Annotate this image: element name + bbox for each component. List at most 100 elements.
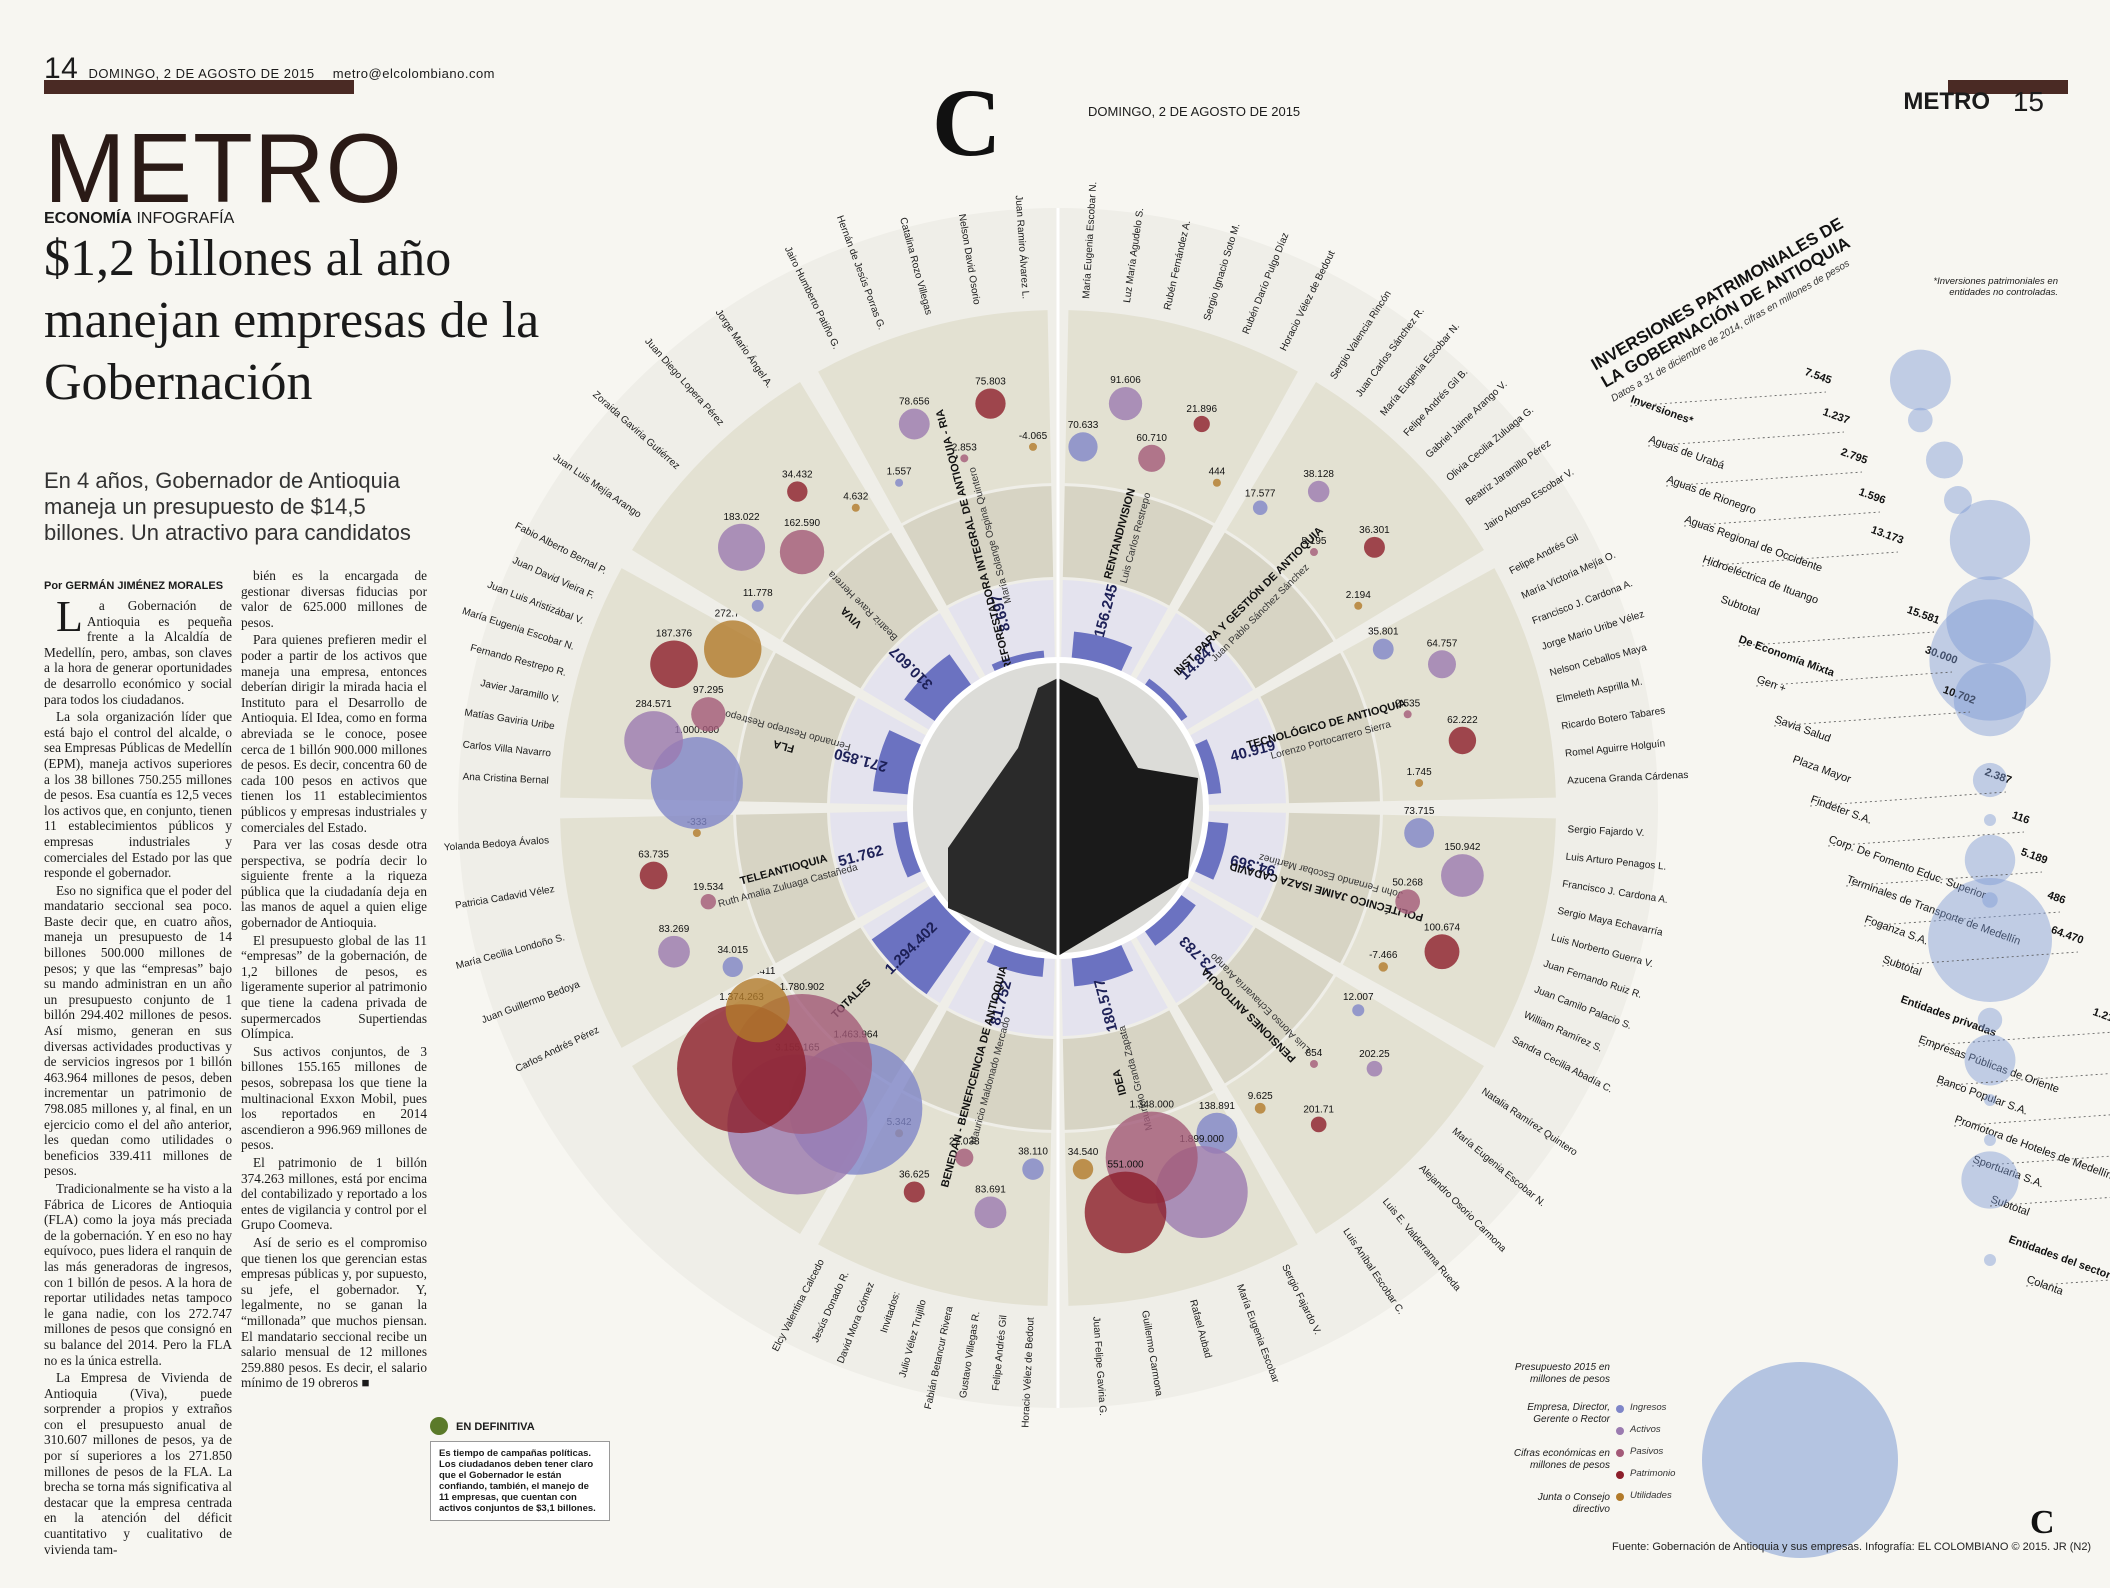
investment-bubble	[1964, 1034, 2016, 1086]
board-member: Guillermo Carmona	[1139, 1310, 1164, 1398]
figure-label: -4.065	[1019, 431, 1048, 442]
investment-row-label: Findeter S.A.	[1809, 794, 1873, 827]
board-member: Sergio Maya Echavarría	[1556, 906, 1664, 939]
board-member: Julio Vélez Trujillo	[898, 1298, 929, 1379]
manager-sector	[736, 652, 856, 804]
manager-sector	[1260, 812, 1380, 964]
header-bar-right	[1948, 80, 2068, 94]
segment-name: POLITÉCNICO JAIME ISAZA CADAVID	[1228, 860, 1424, 924]
investment-row-value: 15.581	[1905, 604, 1941, 627]
investment-leader-line	[1665, 471, 1863, 487]
figure-bubble	[1212, 478, 1221, 487]
segment-manager: Luis Carlos Restrepo	[1119, 491, 1154, 584]
investment-row-label: Subtotal	[1989, 1194, 2031, 1219]
board-member: Luis Norberto Guerra V.	[1550, 932, 1655, 970]
figure-bubble	[1424, 934, 1460, 970]
budget-ring-sector	[948, 939, 1055, 1036]
figure-bubble	[1068, 432, 1098, 462]
board-member: Sergio Ignacio Soto M.	[1202, 222, 1243, 322]
figure-label: 97.295	[693, 685, 724, 696]
date-left: DOMINGO, 2 DE AGOSTO DE 2015	[88, 66, 315, 81]
budget-ring-sector	[830, 811, 927, 918]
figure-bubble	[1448, 726, 1477, 755]
figure-bubble	[1108, 386, 1143, 421]
budget-bar	[1071, 944, 1134, 987]
investment-row-value: 1.596	[1857, 486, 1887, 507]
segment-name: BENEDAN - BENEFICENCIA DE ANTIOQUIA	[939, 964, 1010, 1188]
board-member: Jorge Mario Ángel A.	[713, 306, 776, 390]
board-member: Francisco J. Cardona A.	[1531, 578, 1635, 627]
board-member: Alejandro Osorio Carmona	[1417, 1163, 1509, 1255]
figure-label: 64.757	[1427, 638, 1458, 649]
legend-item-utilidades: Utilidades	[1616, 1490, 1672, 1501]
investment-leader-line	[1701, 551, 1899, 567]
investment-bubble	[1890, 349, 1951, 411]
budget-bar	[904, 654, 972, 722]
board-member: Juan Fernando Ruiz R.	[1542, 959, 1643, 1001]
figure-label: 75.803	[975, 376, 1006, 387]
segment-name: VIVA	[838, 604, 864, 630]
figure-bubble	[722, 956, 743, 978]
figure-bubble	[650, 737, 743, 830]
budget-label: 180.577	[1091, 977, 1121, 1034]
investment-leader-line	[1845, 871, 2043, 887]
figure-bubble	[1196, 1112, 1238, 1154]
investment-row-label: Corp. De Fomento Educ. Superior	[1827, 834, 1988, 902]
figures-sector	[560, 814, 774, 1048]
investment-leader-line	[1863, 911, 2061, 927]
page-number-right: 15	[2012, 86, 2044, 117]
newspaper-logo: C	[932, 75, 1001, 171]
figure-label: 91.606	[1110, 375, 1141, 386]
board-member: María Eugenia Escobar N.	[1450, 1126, 1548, 1209]
investment-bubble	[1908, 407, 1933, 433]
investment-leader-line	[1737, 631, 1935, 647]
figure-bubble	[751, 599, 764, 612]
segment-manager: Lorenzo Portocarrero Sierra	[1270, 719, 1393, 762]
investment-row-value: 486	[2046, 889, 2067, 907]
investment-bubble	[1984, 1134, 1996, 1146]
email: metro@elcolombiano.com	[332, 66, 495, 81]
board-member: Fabio Alberto Bernal P.	[513, 521, 608, 577]
segment-name: IDEA	[1111, 1068, 1129, 1097]
center-photo	[907, 657, 1209, 959]
figure-bubble	[700, 894, 717, 910]
figures-sector	[818, 310, 1052, 524]
figure-label: 284.571	[636, 699, 673, 710]
board-member: Rubén Darío Pulgo Díaz	[1241, 231, 1292, 336]
budget-ring-sector	[830, 698, 927, 805]
figure-bubble	[691, 697, 726, 732]
figure-label: 83.269	[659, 924, 690, 935]
investment-bubble	[1982, 892, 1998, 908]
figure-label: 183.022	[723, 512, 760, 523]
investment-row-value: 5.189	[2019, 846, 2049, 867]
manager-sector	[1260, 652, 1380, 804]
board-member: Sergio Valencia Rincón	[1328, 289, 1393, 382]
figure-label: 73.715	[1404, 806, 1435, 817]
board-member: Azucena Granda Cárdenas	[1567, 770, 1689, 787]
board-member: Zoraida Gaviria Gutiérrez	[590, 389, 681, 472]
investment-leader-line	[1935, 1073, 2110, 1087]
investment-bubble	[1984, 1254, 1996, 1266]
figure-label: 150.942	[1444, 842, 1481, 853]
board-member: Hernán de Jesús Porras G.	[834, 214, 887, 331]
footer-logo-letter: C	[2030, 1504, 2055, 1541]
figure-label: 138.891	[1199, 1101, 1236, 1112]
board-member: Nelson David Osorio	[956, 213, 982, 306]
figure-bubble	[704, 620, 762, 678]
investment-bubble	[1926, 441, 1964, 479]
article-paragraph: Así de serio es el compromiso que tienen…	[241, 1234, 427, 1391]
investments-note: *Inversiones patrimoniales en entidades …	[1933, 276, 2058, 298]
budget-bar	[986, 944, 1045, 977]
board-member: Nelson Ceballos Maya	[1549, 642, 1649, 679]
board-member: María Eugenia Escobar N.	[1378, 321, 1462, 418]
figure-bubble	[1427, 650, 1456, 679]
investment-row-value: 1.216	[2091, 1006, 2110, 1027]
board-member: Jairo Alonso Escobar V.	[1482, 467, 1576, 533]
budget-bar	[893, 821, 922, 878]
investment-row-label: Banco Popular S.A.	[1935, 1074, 2029, 1118]
center-photo-building	[948, 678, 1058, 956]
investment-row-label: Aguas Regional de Occidente	[1683, 514, 1824, 575]
legend-presupuesto: Presupuesto 2015 en millones de pesos	[1514, 1362, 1610, 1385]
